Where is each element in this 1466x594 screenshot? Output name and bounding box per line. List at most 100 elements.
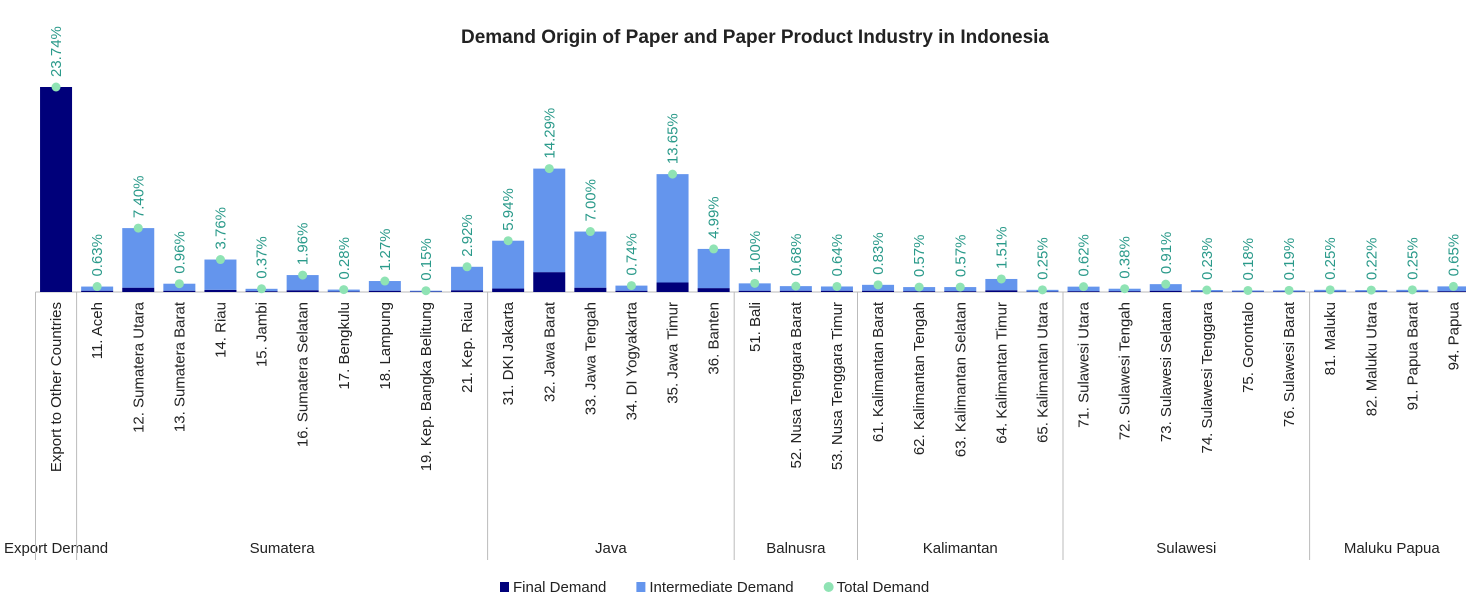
total-marker (1079, 282, 1089, 292)
value-label: 1.00% (747, 231, 764, 274)
value-label: 0.96% (171, 231, 188, 274)
x-tick-label: 65. Kalimantan Utara (1034, 301, 1051, 443)
bar-segment (286, 290, 319, 292)
total-marker (339, 285, 349, 295)
value-label: 0.19% (1281, 238, 1298, 281)
x-tick-label: 74. Sulawesi Tenggara (1199, 301, 1216, 453)
legend-marker (636, 582, 646, 592)
value-label: 0.91% (1158, 232, 1175, 275)
legend-label: Intermediate Demand (649, 579, 793, 594)
x-tick-label: 35. Jawa Timur (665, 302, 682, 404)
bar-segment (862, 290, 895, 292)
bar-segment (1149, 290, 1182, 292)
group-label: Maluku Papua (1344, 540, 1441, 557)
bar-segment (451, 290, 484, 292)
value-label: 1.96% (295, 223, 312, 266)
group-label: Balnusra (766, 540, 826, 557)
x-tick-label: 13. Sumatera Barat (171, 301, 188, 432)
bar-segment (204, 289, 237, 292)
x-tick-label: 15. Jambi (254, 302, 271, 367)
x-tick-label: 36. Banten (706, 302, 723, 375)
value-label: 4.99% (706, 196, 723, 239)
legend-marker (823, 582, 834, 592)
total-marker (1325, 285, 1335, 295)
total-marker (257, 284, 267, 294)
value-label: 0.22% (1363, 238, 1380, 281)
total-marker (174, 279, 184, 289)
bar-segment (615, 290, 648, 292)
bar-segment (81, 290, 114, 292)
value-label: 7.40% (130, 176, 147, 219)
value-label: 0.64% (829, 234, 846, 277)
bar-segment (697, 248, 730, 289)
x-tick-label: 63. Kalimantan Selatan (952, 302, 969, 457)
bar-segment (163, 290, 196, 292)
x-tick-label: 81. Maluku (1322, 302, 1339, 375)
x-tick-label: 62. Kalimantan Tengah (911, 302, 928, 455)
total-marker (1366, 285, 1376, 295)
value-label: 0.68% (788, 234, 805, 277)
value-label: 0.63% (89, 234, 106, 277)
bar-segment (122, 287, 155, 292)
value-label: 0.65% (1445, 234, 1462, 277)
bar-segment (820, 290, 853, 292)
bar-segment (738, 290, 771, 292)
total-marker (380, 276, 390, 286)
value-label: 3.76% (212, 207, 229, 250)
x-tick-label: 18. Lampung (377, 302, 394, 390)
total-marker (750, 278, 760, 288)
total-marker (1161, 279, 1171, 289)
group-label: Sulawesi (1156, 540, 1216, 557)
total-marker (503, 236, 513, 246)
x-tick-label: 17. Bengkulu (336, 302, 353, 390)
bar-segment (286, 275, 319, 291)
value-label: 0.25% (1322, 237, 1339, 280)
total-marker (1407, 285, 1417, 295)
legend-marker (500, 582, 509, 592)
x-tick-label: Export to Other Countries (48, 302, 65, 472)
x-tick-label: 21. Kep. Riau (459, 302, 476, 393)
value-label: 13.65% (665, 113, 682, 164)
x-tick-label: 51. Bali (747, 302, 764, 352)
x-tick-label: 19. Kep. Bangka Belitung (418, 302, 435, 471)
total-marker (873, 280, 883, 290)
value-label: 2.92% (459, 214, 476, 257)
x-tick-label: 31. DKI Jakarta (500, 301, 517, 405)
x-tick-label: 32. Jawa Barat (541, 301, 558, 402)
value-label: 0.57% (952, 235, 969, 278)
x-tick-label: 12. Sumatera Utara (130, 301, 147, 433)
legend-label: Total Demand (837, 579, 930, 594)
bar-segment (122, 228, 155, 288)
total-marker (215, 255, 225, 265)
total-marker (51, 82, 61, 92)
value-label: 0.83% (870, 232, 887, 275)
total-marker (585, 227, 595, 237)
total-marker (832, 281, 842, 291)
total-marker (914, 282, 924, 292)
value-label: 0.28% (336, 237, 353, 280)
bar-segment (368, 281, 401, 291)
bar-segment (574, 287, 607, 292)
bar-segment (656, 282, 689, 292)
x-tick-label: 91. Papua Barat (1404, 301, 1421, 410)
x-tick-label: 64. Kalimantan Timur (993, 302, 1010, 444)
x-tick-label: 72. Sulawesi Tengah (1117, 302, 1134, 440)
bar-segment (492, 240, 525, 289)
bar-segment (1437, 291, 1466, 292)
total-marker (421, 286, 431, 296)
total-marker (298, 270, 308, 280)
x-tick-label: 71. Sulawesi Utara (1076, 301, 1093, 428)
x-tick-label: 73. Sulawesi Selatan (1158, 302, 1175, 442)
group-label: Sumatera (250, 540, 316, 557)
bar-segment (1067, 291, 1100, 292)
total-marker (1120, 284, 1130, 294)
value-label: 0.57% (911, 235, 928, 278)
x-tick-label: 82. Maluku Utara (1363, 301, 1380, 416)
legend-label: Final Demand (513, 579, 606, 594)
value-label: 14.29% (541, 108, 558, 159)
x-tick-label: 16. Sumatera Selatan (295, 302, 312, 447)
total-marker (996, 274, 1006, 284)
x-tick-label: 52. Nusa Tenggara Barat (788, 301, 805, 468)
value-label: 0.38% (1117, 236, 1134, 279)
bar-segment (985, 290, 1018, 292)
